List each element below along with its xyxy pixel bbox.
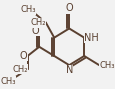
Text: N: N [65,65,72,75]
Text: CH₂: CH₂ [12,65,27,74]
Text: O: O [65,3,72,14]
Text: O: O [31,26,39,36]
Text: CH₃: CH₃ [20,5,36,14]
Text: CH₂: CH₂ [30,18,46,27]
Text: CH₃: CH₃ [0,77,16,86]
Text: O: O [20,51,27,61]
Text: CH₃: CH₃ [98,61,114,70]
Text: NH: NH [83,33,98,43]
